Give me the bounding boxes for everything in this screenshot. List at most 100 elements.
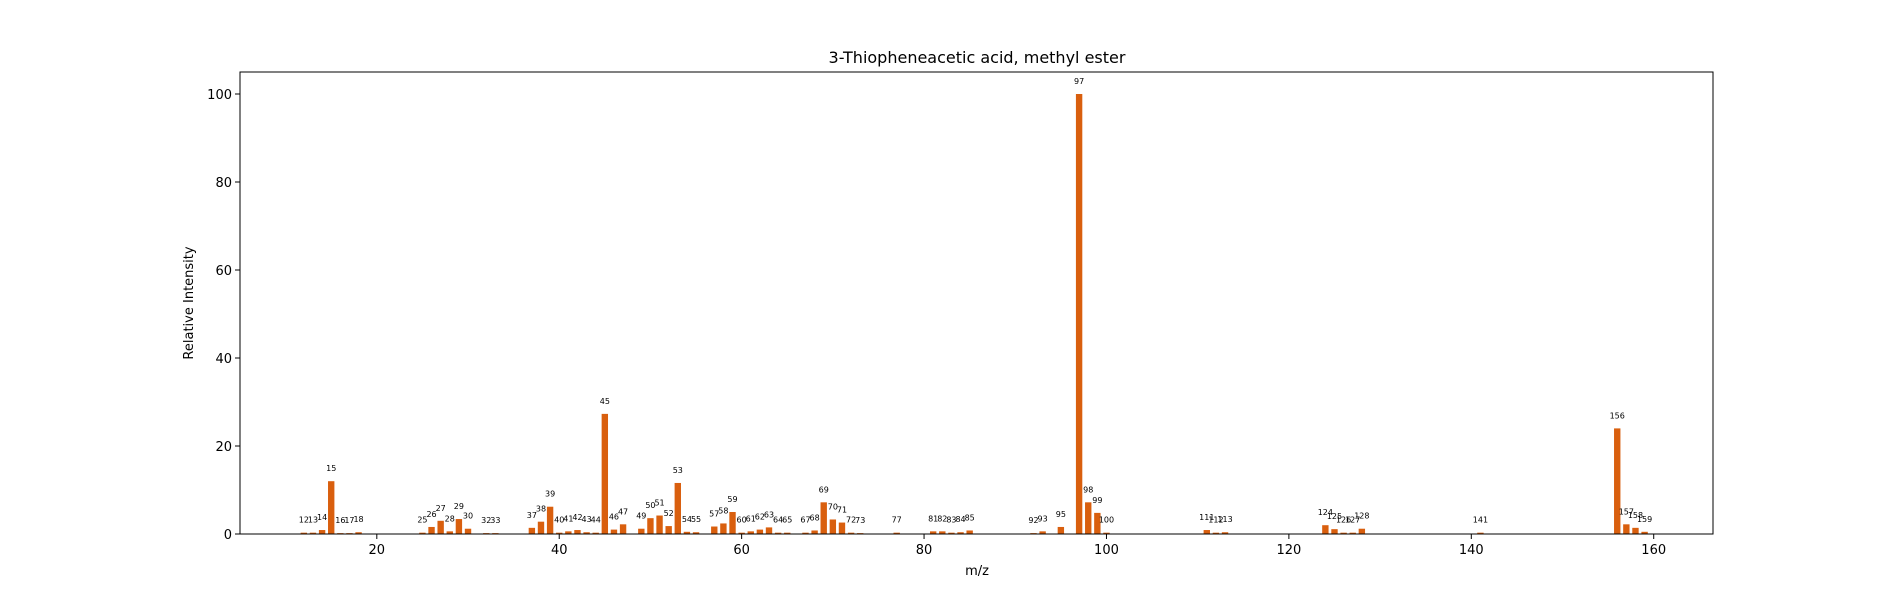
bar-mz-52 — [665, 526, 672, 534]
bar-label-mz-112: 112 — [1208, 516, 1223, 525]
x-tick-label: 100 — [1094, 543, 1119, 558]
bar-label-mz-50: 50 — [645, 501, 655, 510]
bar-label-mz-54: 54 — [682, 515, 692, 524]
bar-label-mz-158: 158 — [1628, 511, 1643, 520]
bar-mz-38 — [537, 521, 545, 534]
bar-label-mz-125: 125 — [1327, 512, 1342, 521]
bar-label-mz-126: 126 — [1336, 516, 1351, 525]
bar-mz-61 — [747, 531, 754, 534]
bar-label-mz-18: 18 — [353, 515, 363, 524]
y-axis-ticks: 0 20 40 60 80 100 — [207, 88, 240, 543]
bar-label-mz-42: 42 — [572, 513, 582, 522]
bar-mz-42 — [574, 530, 581, 534]
bar-label-mz-70: 70 — [828, 502, 838, 511]
bar-label-mz-62: 62 — [755, 513, 765, 522]
bar-label-mz-124: 124 — [1318, 508, 1333, 517]
bars-group — [300, 94, 1648, 534]
bar-label-mz-100: 100 — [1099, 516, 1114, 525]
plot-frame — [239, 71, 1714, 535]
bar-label-mz-141: 141 — [1473, 516, 1488, 525]
bar-mz-97 — [1075, 94, 1083, 534]
bar-mz-156 — [1614, 428, 1621, 534]
bar-mz-62 — [756, 529, 764, 534]
y-tick-label: 0 — [224, 528, 232, 543]
bar-label-mz-69: 69 — [819, 485, 829, 494]
y-tick-label: 60 — [215, 264, 232, 279]
bar-mz-60 — [738, 532, 745, 534]
bar-label-mz-85: 85 — [965, 513, 975, 522]
y-tick-label: 100 — [207, 88, 232, 103]
bar-label-mz-16: 16 — [335, 516, 345, 525]
x-axis-label: m/z — [965, 564, 989, 579]
bar-mz-26 — [428, 526, 435, 534]
bar-label-mz-157: 157 — [1619, 507, 1634, 516]
bar-label-mz-68: 68 — [810, 513, 820, 522]
bar-mz-57 — [711, 526, 718, 534]
bar-mz-15 — [328, 481, 335, 534]
bar-mz-127 — [1349, 532, 1356, 534]
bar-mz-63 — [765, 527, 773, 534]
bar-label-mz-12: 12 — [299, 516, 309, 525]
bar-label-mz-111: 111 — [1199, 513, 1214, 522]
bar-label-mz-97: 97 — [1074, 77, 1084, 86]
bar-label-mz-27: 27 — [436, 504, 446, 513]
bar-mz-83 — [948, 532, 955, 534]
bar-mz-82 — [939, 531, 946, 534]
bar-mz-159 — [1641, 531, 1648, 534]
bar-label-mz-61: 61 — [746, 514, 756, 523]
bar-mz-47 — [619, 524, 627, 534]
bar-mz-59 — [729, 512, 736, 534]
x-axis-ticks: 20 40 60 80 100 120 140 160 — [369, 534, 1666, 558]
bar-mz-77 — [893, 532, 900, 534]
y-axis-label: Relative Intensity — [182, 246, 197, 359]
x-tick-label: 160 — [1641, 543, 1666, 558]
bar-mz-72 — [847, 532, 855, 534]
bar-label-mz-81: 81 — [928, 514, 938, 523]
y-tick-label: 20 — [215, 440, 232, 455]
bar-label-mz-63: 63 — [764, 510, 774, 519]
bar-label-mz-159: 159 — [1637, 515, 1652, 524]
bar-label-mz-64: 64 — [773, 516, 783, 525]
bar-mz-141 — [1477, 532, 1484, 534]
bar-label-mz-32: 32 — [481, 516, 491, 525]
bar-label-mz-30: 30 — [463, 512, 473, 521]
bar-label-mz-33: 33 — [490, 516, 500, 525]
bar-label-mz-127: 127 — [1345, 516, 1360, 525]
bar-mz-27 — [437, 520, 444, 534]
bar-mz-37 — [528, 527, 536, 534]
bar-label-mz-40: 40 — [554, 516, 564, 525]
bar-mz-81 — [929, 531, 937, 534]
bar-mz-28 — [446, 531, 453, 534]
bar-label-mz-47: 47 — [618, 507, 628, 516]
bar-mz-50 — [647, 518, 654, 534]
bar-mz-45 — [601, 413, 609, 534]
bar-label-mz-13: 13 — [308, 516, 318, 525]
bar-label-mz-51: 51 — [654, 499, 664, 508]
bar-mz-157 — [1623, 524, 1630, 534]
bar-mz-128 — [1358, 528, 1366, 534]
bar-label-mz-156: 156 — [1610, 411, 1625, 420]
x-tick-label: 140 — [1459, 543, 1484, 558]
bar-mz-69 — [820, 502, 827, 534]
bar-mz-99 — [1094, 512, 1101, 534]
bar-label-mz-15: 15 — [326, 464, 336, 473]
bar-mz-58 — [720, 523, 727, 534]
bar-label-mz-38: 38 — [536, 505, 546, 514]
bar-mz-41 — [565, 531, 572, 534]
bar-label-mz-84: 84 — [955, 515, 965, 524]
bar-mz-40 — [556, 532, 563, 534]
bar-label-mz-83: 83 — [946, 516, 956, 525]
bar-label-mz-113: 113 — [1217, 515, 1232, 524]
bar-mz-93 — [1039, 531, 1046, 534]
bar-mz-98 — [1085, 502, 1092, 534]
bar-label-mz-39: 39 — [545, 490, 555, 499]
bar-mz-43 — [583, 532, 590, 534]
bar-mz-12 — [300, 532, 308, 534]
bar-label-mz-71: 71 — [837, 506, 847, 515]
bar-label-mz-59: 59 — [727, 495, 737, 504]
bar-mz-30 — [464, 528, 472, 534]
bar-label-mz-44: 44 — [591, 516, 601, 525]
bar-label-mz-55: 55 — [691, 515, 701, 524]
